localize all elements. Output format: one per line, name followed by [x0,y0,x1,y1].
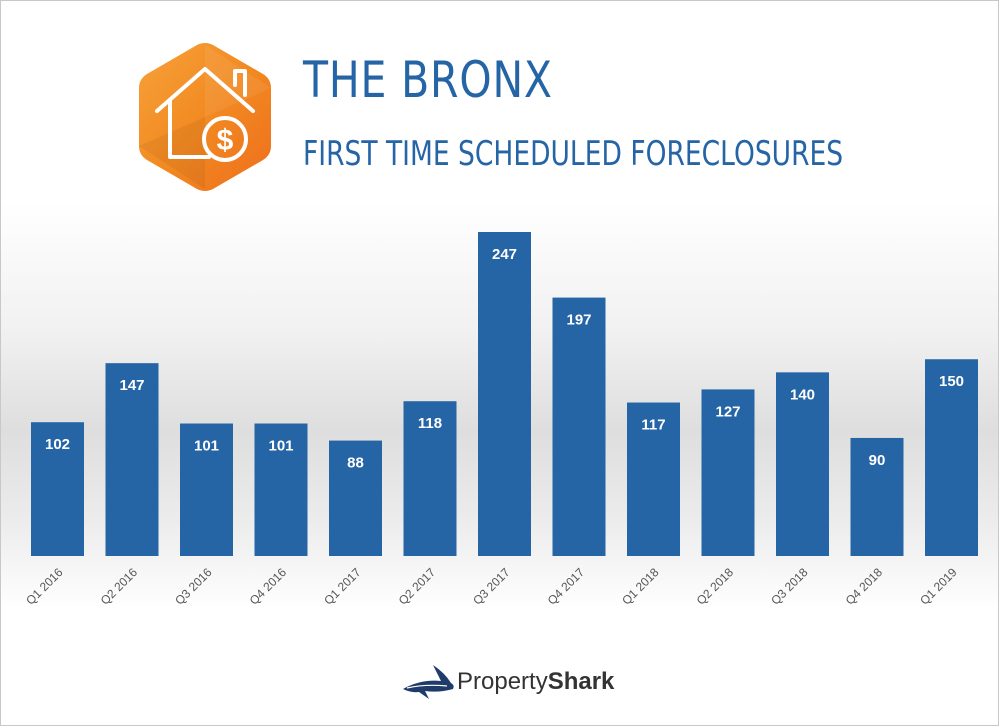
bar-q2-2017 [403,401,457,556]
bar-q4-2018 [850,437,904,556]
x-tick-label: Q2 2017 [396,565,439,608]
bar-value-label: 197 [566,312,591,329]
bar-value-label: 102 [45,436,70,453]
x-tick-label: Q1 2019 [917,565,960,608]
bar-q4-2016 [254,423,308,556]
brand-bold: Shark [547,668,615,695]
bar-value-label: 88 [347,455,364,472]
x-tick-label: Q2 2016 [98,565,141,608]
x-tick-label: Q2 2018 [694,565,737,608]
bar-value-label: 140 [790,386,815,403]
x-tick-label: Q1 2018 [619,565,662,608]
bar-q1-2017 [329,440,382,556]
bar-q1-2018 [627,402,680,556]
page-subtitle: FIRST TIME SCHEDULED FORECLOSURES [303,134,844,174]
x-tick-label: Q1 2016 [23,565,66,608]
brand-logo-text: PropertyShark [457,668,614,696]
page-title: THE BRONX [303,51,553,109]
bar-value-label: 90 [869,452,886,469]
x-tick-label: Q4 2018 [843,565,886,608]
x-tick-label: Q3 2017 [470,565,513,608]
house-dollar-icon: $ [139,43,271,191]
x-tick-label: Q4 2016 [247,565,290,608]
bar-chart: 102 Q1 2016 147 Q2 2016 101 Q3 2016 101 Q4 2016… [23,232,978,608]
bar-value-label: 117 [641,417,665,434]
bar-q1-2019 [925,359,978,556]
bar-value-label: 101 [194,438,219,455]
bar-value-label: 247 [492,246,517,263]
bar-value-label: 150 [939,373,964,390]
svg-text:$: $ [217,124,234,157]
shark-icon [403,665,454,699]
bar-value-label: 127 [715,403,740,420]
bar-value-label: 118 [418,415,442,432]
bar-q3-2017 [478,232,531,556]
x-tick-label: Q1 2017 [321,565,364,608]
x-tick-label: Q3 2016 [172,565,215,608]
bar-q3-2016 [180,423,233,556]
bar-q3-2018 [776,372,829,556]
bar-q2-2018 [701,389,755,556]
bar-value-label: 147 [119,377,144,394]
brand-light: Property [457,668,548,695]
bar-q4-2017 [552,297,606,556]
x-tick-label: Q4 2017 [545,565,588,608]
bar-q2-2016 [105,363,159,556]
x-tick-label: Q3 2018 [768,565,811,608]
bar-q1-2016 [31,422,84,556]
bar-value-label: 101 [268,438,293,455]
